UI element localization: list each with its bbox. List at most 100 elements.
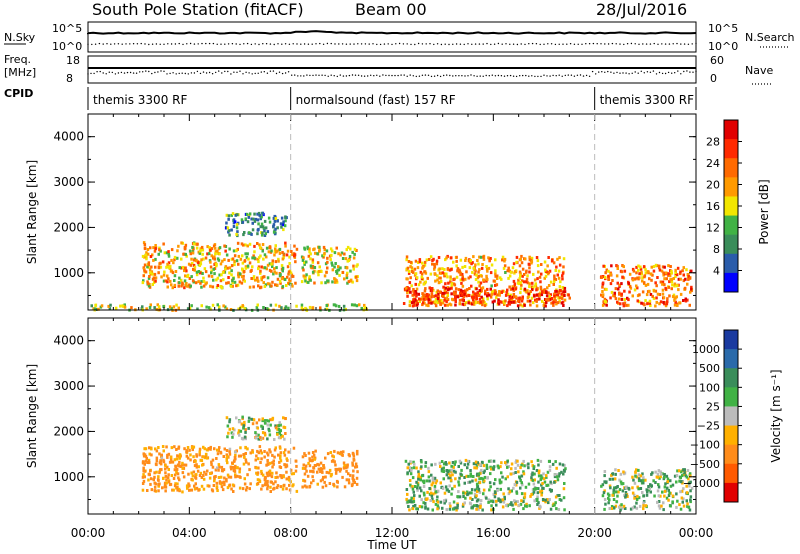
power-cell bbox=[225, 307, 229, 311]
velocity-cell bbox=[274, 476, 277, 479]
velocity-cell bbox=[243, 455, 246, 459]
power-cell bbox=[686, 282, 689, 286]
power-cell bbox=[274, 244, 277, 248]
power-cell bbox=[493, 292, 497, 296]
power-cell bbox=[405, 288, 409, 292]
velocity-cell bbox=[225, 449, 229, 452]
power-cell bbox=[188, 306, 192, 310]
velocity-cell bbox=[441, 487, 445, 490]
power-cell bbox=[253, 212, 256, 216]
velocity-ylabel: Slant Range [km] bbox=[25, 364, 39, 468]
velocity-cell bbox=[148, 473, 151, 477]
power-cell bbox=[419, 280, 422, 284]
power-cell bbox=[284, 241, 287, 245]
power-cell bbox=[324, 281, 327, 285]
power-cell bbox=[193, 268, 196, 272]
power-cell bbox=[620, 297, 624, 301]
velocity-cell bbox=[531, 478, 535, 482]
power-cell bbox=[648, 299, 652, 303]
velocity-cell bbox=[309, 469, 312, 473]
power-cell bbox=[461, 273, 464, 276]
velocity-cell bbox=[251, 449, 254, 453]
power-cell bbox=[472, 290, 475, 294]
power-cell bbox=[520, 299, 524, 303]
x-tick-label: 20:00 bbox=[577, 526, 612, 540]
velocity-cell bbox=[243, 477, 246, 481]
power-cell bbox=[450, 267, 453, 271]
power-cell bbox=[479, 300, 482, 304]
velocity-cell bbox=[505, 462, 508, 466]
power-cell bbox=[325, 304, 328, 307]
velocity-cell bbox=[417, 470, 420, 474]
power-cell bbox=[304, 279, 307, 283]
nsearch-point bbox=[512, 43, 515, 45]
freq-panel bbox=[87, 55, 697, 84]
power-cell bbox=[168, 266, 171, 270]
velocity-cell bbox=[504, 477, 507, 481]
power-cell bbox=[199, 262, 203, 266]
velocity-cell bbox=[411, 507, 415, 511]
power-cell bbox=[535, 299, 538, 303]
power-cell bbox=[647, 270, 650, 274]
velocity-cell bbox=[279, 474, 282, 477]
velocity-cell bbox=[229, 465, 233, 469]
power-cell bbox=[282, 220, 285, 224]
power-cell bbox=[188, 249, 192, 253]
nave-axis-top: 60 bbox=[710, 54, 724, 67]
power-cell bbox=[652, 265, 656, 268]
power-cell bbox=[226, 266, 229, 270]
velocity-swatch bbox=[724, 406, 738, 427]
power-cell bbox=[644, 283, 648, 287]
power-cell bbox=[668, 294, 671, 298]
power-cell bbox=[208, 246, 211, 250]
velocity-cell bbox=[408, 508, 411, 512]
power-cell bbox=[522, 280, 526, 284]
velocity-cell bbox=[324, 475, 327, 479]
power-cell bbox=[274, 283, 277, 287]
velocity-cell bbox=[687, 505, 691, 509]
velocity-cell bbox=[678, 503, 681, 507]
power-cell bbox=[561, 271, 565, 275]
power-cell bbox=[528, 266, 531, 270]
velocity-cell bbox=[228, 427, 231, 431]
velocity-cell bbox=[436, 507, 439, 511]
velocity-cell bbox=[562, 496, 566, 500]
velocity-cell bbox=[227, 475, 231, 479]
velocity-cell bbox=[423, 479, 426, 483]
power-cell bbox=[543, 301, 546, 305]
nave-point bbox=[339, 74, 341, 76]
velocity-cell bbox=[150, 488, 154, 492]
nave-point bbox=[452, 75, 454, 77]
velocity-cell bbox=[351, 451, 355, 455]
power-cell bbox=[644, 268, 647, 272]
nsearch-point bbox=[535, 43, 538, 45]
velocity-cell bbox=[283, 453, 287, 457]
velocity-cell bbox=[170, 474, 174, 477]
power-cell bbox=[509, 287, 513, 291]
power-cell bbox=[472, 300, 475, 304]
power-cell bbox=[191, 261, 194, 265]
power-cell bbox=[180, 266, 183, 270]
power-cell bbox=[243, 270, 246, 273]
velocity-cell bbox=[541, 482, 544, 485]
velocity-cell bbox=[514, 460, 518, 464]
nsearch-point bbox=[129, 43, 131, 45]
power-cell bbox=[263, 275, 266, 279]
power-cell bbox=[156, 303, 159, 307]
power-cell bbox=[519, 281, 522, 285]
nsearch-point bbox=[186, 43, 188, 45]
nave-point bbox=[543, 74, 545, 76]
power-cell bbox=[639, 267, 643, 271]
power-cell bbox=[331, 263, 334, 267]
power-cell bbox=[178, 281, 181, 285]
nave-point bbox=[181, 72, 183, 74]
velocity-swatch bbox=[724, 463, 738, 484]
power-cell bbox=[427, 301, 431, 305]
velocity-cell bbox=[556, 475, 559, 479]
velocity-cell bbox=[210, 463, 213, 467]
power-cell bbox=[244, 217, 247, 221]
power-cell bbox=[194, 259, 198, 263]
power-cell bbox=[303, 246, 306, 250]
power-cell bbox=[243, 259, 247, 263]
power-cell bbox=[144, 253, 148, 257]
